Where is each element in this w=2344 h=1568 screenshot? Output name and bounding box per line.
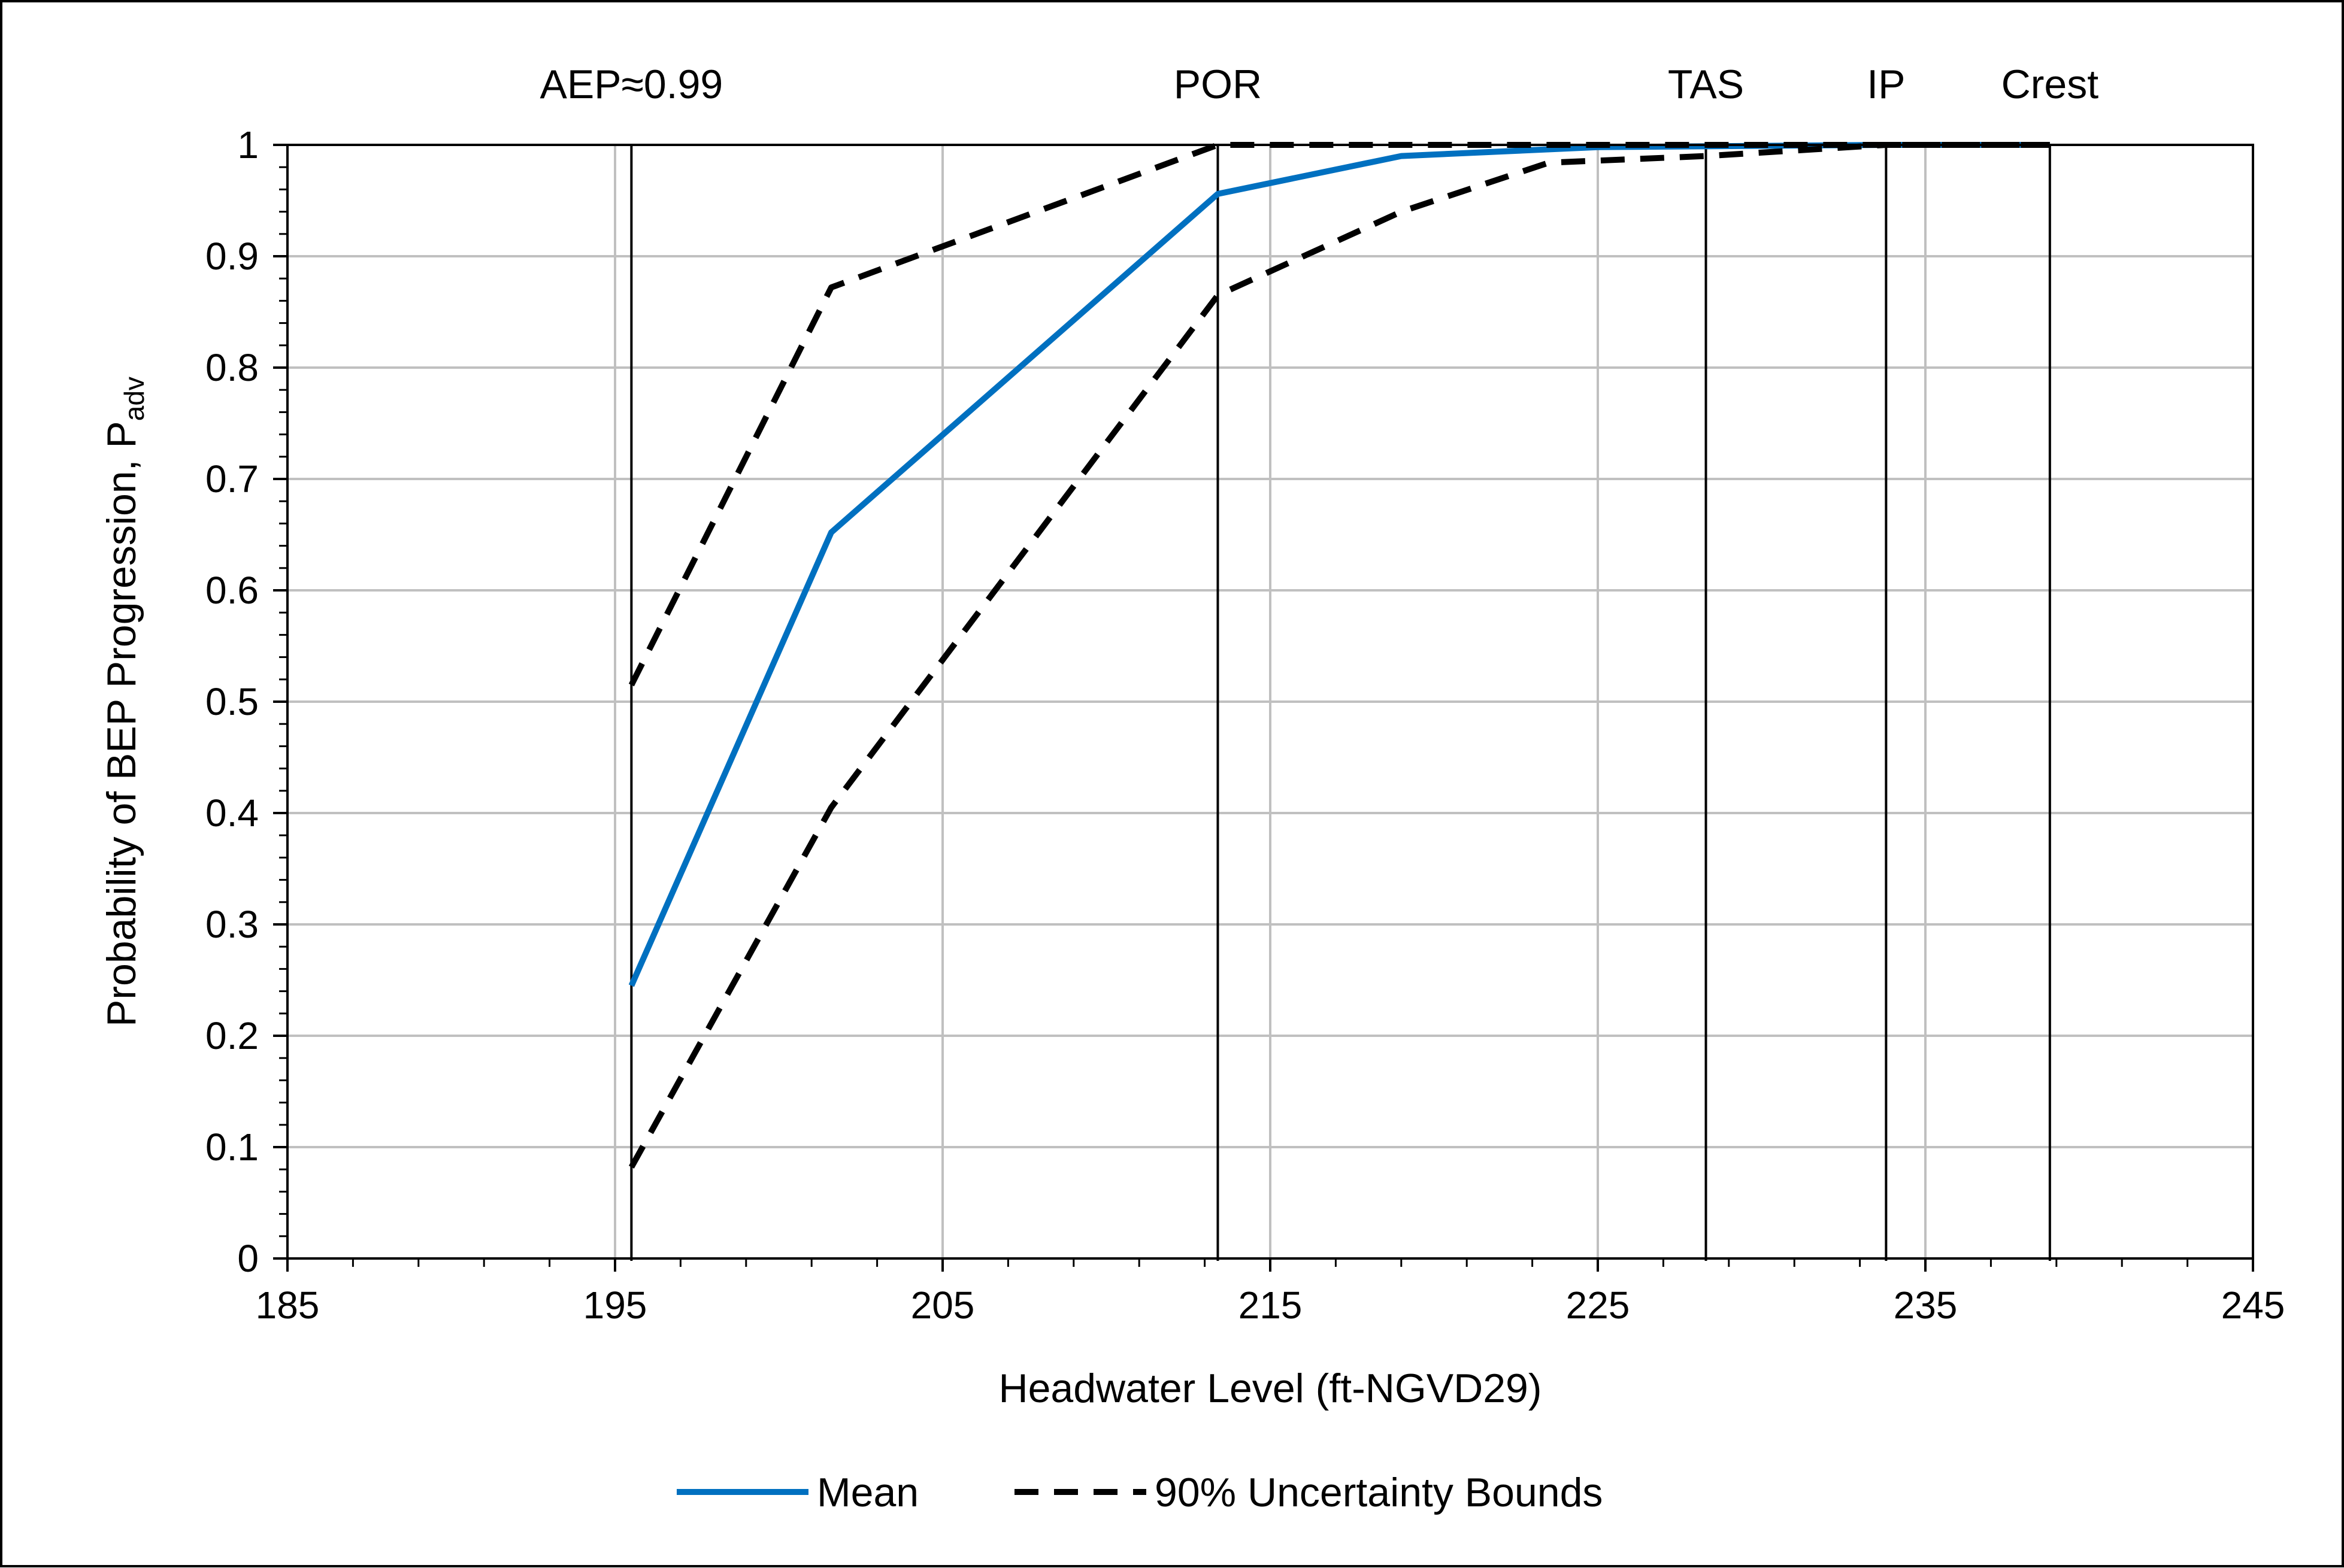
series-lines — [628, 142, 2050, 1169]
y-tick-label: 0.5 — [205, 680, 259, 723]
x-tick-label: 245 — [2221, 1284, 2285, 1327]
uncertainty-bound-line — [628, 142, 2050, 1169]
x-tick-label: 185 — [256, 1284, 320, 1327]
axis-labels: 185 195 205 215 225 235 245 0 0.1 0.2 0.3 0.4 0.5 0.6… — [205, 62, 2285, 1327]
reference-line-label: TAS — [1668, 62, 1744, 107]
reference-line-label: POR — [1174, 62, 1262, 107]
reference-line-label: AEP≈0.99 — [540, 62, 723, 107]
y-tick-label: 0.7 — [205, 457, 259, 501]
axis-ticks — [273, 144, 2254, 1272]
y-tick-label: 1 — [237, 123, 259, 166]
y-axis-title: Probability of BEP Progression, Padv — [99, 377, 150, 1027]
reference-line-label: Crest — [2001, 62, 2099, 107]
reference-lines — [630, 145, 2051, 1261]
x-tick-label: 215 — [1238, 1284, 1303, 1327]
x-axis-title: Headwater Level (ft-NGVD29) — [998, 1366, 1542, 1411]
y-tick-label: 0.4 — [205, 791, 259, 835]
legend: Mean 90% Uncertainty Bounds — [677, 1470, 1603, 1515]
gridlines — [287, 145, 2253, 1258]
y-axis-title-main: Probability of BEP Progression, P — [99, 421, 144, 1027]
reference-line-label: IP — [1867, 62, 1905, 107]
uncertainty-bound-line — [628, 142, 2050, 687]
x-tick-label: 235 — [1894, 1284, 1958, 1327]
y-tick-label: 0.2 — [205, 1014, 259, 1057]
y-tick-label: 0.1 — [205, 1126, 259, 1169]
y-axis-title-subscript: adv — [119, 377, 150, 421]
y-tick-label: 0.9 — [205, 235, 259, 278]
y-tick-label: 0.3 — [205, 903, 259, 946]
legend-label: 90% Uncertainty Bounds — [1155, 1470, 1603, 1515]
y-tick-label: 0.8 — [205, 346, 259, 389]
y-tick-label: 0 — [237, 1237, 259, 1280]
y-tick-label: 0.6 — [205, 569, 259, 612]
x-tick-label: 205 — [911, 1284, 975, 1327]
mean-line — [628, 142, 2050, 987]
x-tick-label: 195 — [583, 1284, 647, 1327]
legend-label: Mean — [817, 1470, 919, 1515]
x-tick-label: 225 — [1566, 1284, 1630, 1327]
